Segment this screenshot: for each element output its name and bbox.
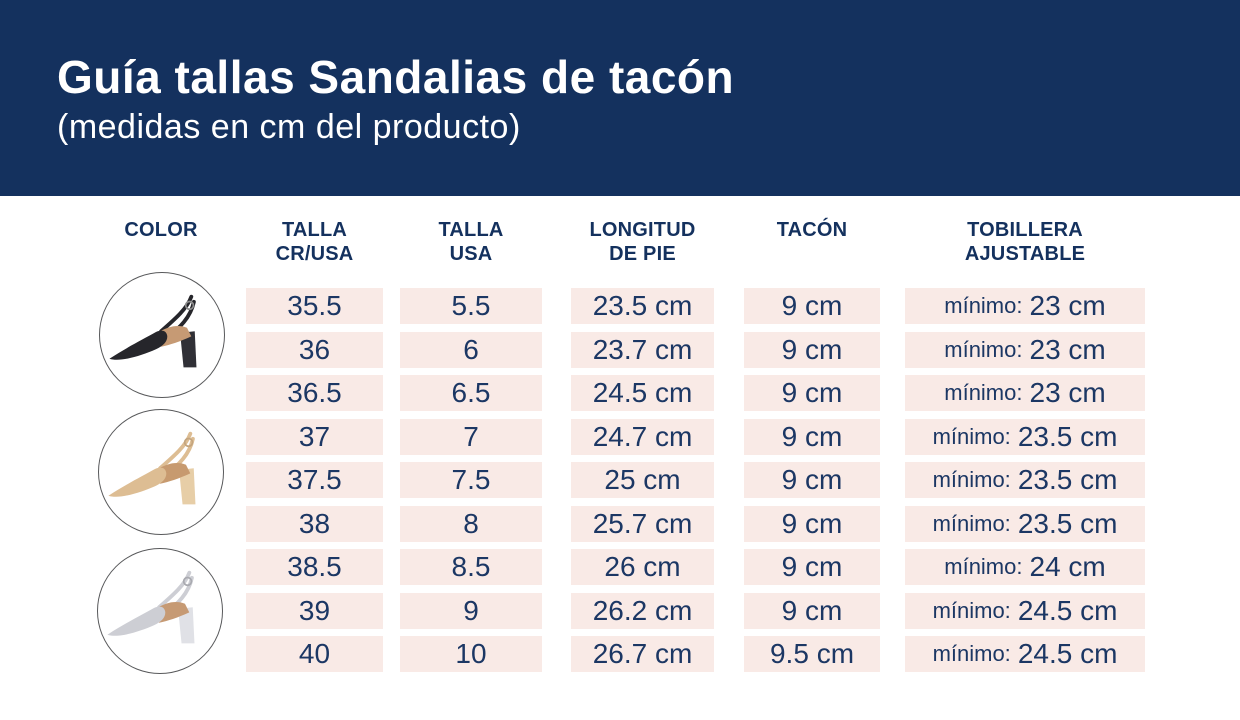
tobillera-min-label: mínimo: xyxy=(944,380,1023,405)
cell-talla-cr-usa: 37 xyxy=(246,419,383,455)
column-header-color: COLOR xyxy=(124,219,198,241)
cell-talla-cr-usa: 36 xyxy=(246,332,383,368)
cell-longitud-de-pie: 26 cm xyxy=(571,549,714,585)
cell-talla-usa: 7.5 xyxy=(400,462,542,498)
column-header-tacon: TACÓN xyxy=(776,219,848,241)
cell-longitud-de-pie: 26.2 cm xyxy=(571,593,714,629)
cell-longitud-de-pie: 24.7 cm xyxy=(571,419,714,455)
table-row: 38 8 25.7 cm 9 cm mínimo: 23.5 cm xyxy=(0,506,1240,542)
cell-tacon: 9 cm xyxy=(744,506,880,542)
cell-tacon: 9 cm xyxy=(744,288,880,324)
page-header-band: Guía tallas Sandalias de tacón (medidas … xyxy=(0,0,1240,196)
tobillera-min-value: 24.5 cm xyxy=(1017,638,1118,669)
tobillera-min-value: 23 cm xyxy=(1029,334,1106,365)
cell-tobillera-ajustable: mínimo: 23 cm xyxy=(905,375,1145,411)
cell-talla-usa: 8.5 xyxy=(400,549,542,585)
page-subtitle: (medidas en cm del producto) xyxy=(57,108,521,146)
cell-longitud-de-pie: 23.5 cm xyxy=(571,288,714,324)
cell-talla-usa: 5.5 xyxy=(400,288,542,324)
buckle-icon xyxy=(182,576,193,586)
cell-talla-cr-usa: 36.5 xyxy=(246,375,383,411)
cell-tobillera-ajustable: mínimo: 24.5 cm xyxy=(905,636,1145,672)
shoe-image-silver xyxy=(97,548,223,674)
tobillera-min-value: 23.5 cm xyxy=(1017,508,1118,539)
tobillera-min-label: mínimo: xyxy=(932,511,1011,536)
gold-heel-sandal-icon xyxy=(108,431,196,504)
tobillera-min-label: mínimo: xyxy=(932,598,1011,623)
column-header-talla-usa: TALLA USA xyxy=(438,219,504,265)
tobillera-min-label: mínimo: xyxy=(944,337,1023,362)
cell-talla-cr-usa: 39 xyxy=(246,593,383,629)
buckle-icon xyxy=(184,300,195,310)
page-title: Guía tallas Sandalias de tacón xyxy=(57,51,735,103)
black-heel-sandal-icon xyxy=(109,294,197,367)
cell-tobillera-ajustable: mínimo: 23.5 cm xyxy=(905,419,1145,455)
cell-talla-cr-usa: 38.5 xyxy=(246,549,383,585)
tobillera-min-label: mínimo: xyxy=(932,424,1011,449)
cell-talla-usa: 9 xyxy=(400,593,542,629)
column-header-talla-cr-usa: TALLA CR/USA xyxy=(275,219,354,265)
silver-heel-sandal-icon xyxy=(107,570,195,643)
cell-longitud-de-pie: 24.5 cm xyxy=(571,375,714,411)
shoe-image-black xyxy=(99,272,225,398)
table-row: 37.5 7.5 25 cm 9 cm mínimo: 23.5 cm xyxy=(0,462,1240,498)
cell-tobillera-ajustable: mínimo: 24.5 cm xyxy=(905,593,1145,629)
tobillera-min-value: 24 cm xyxy=(1029,551,1106,582)
table-row: 38.5 8.5 26 cm 9 cm mínimo: 24 cm xyxy=(0,549,1240,585)
cell-tacon: 9 cm xyxy=(744,593,880,629)
tobillera-min-value: 23 cm xyxy=(1029,290,1106,321)
table-row: 36.5 6.5 24.5 cm 9 cm mínimo: 23 cm xyxy=(0,375,1240,411)
tobillera-min-value: 23.5 cm xyxy=(1017,464,1118,495)
tobillera-min-label: mínimo: xyxy=(944,293,1023,318)
table-row: 36 6 23.7 cm 9 cm mínimo: 23 cm xyxy=(0,332,1240,368)
cell-talla-cr-usa: 40 xyxy=(246,636,383,672)
cell-longitud-de-pie: 25 cm xyxy=(571,462,714,498)
cell-longitud-de-pie: 26.7 cm xyxy=(571,636,714,672)
tobillera-min-value: 23 cm xyxy=(1029,377,1106,408)
cell-talla-usa: 10 xyxy=(400,636,542,672)
cell-tacon: 9 cm xyxy=(744,462,880,498)
table-row: 39 9 26.2 cm 9 cm mínimo: 24.5 cm xyxy=(0,593,1240,629)
cell-tacon: 9 cm xyxy=(744,332,880,368)
cell-tobillera-ajustable: mínimo: 23 cm xyxy=(905,288,1145,324)
tobillera-min-value: 23.5 cm xyxy=(1017,421,1118,452)
cell-tobillera-ajustable: mínimo: 23.5 cm xyxy=(905,506,1145,542)
cell-tacon: 9 cm xyxy=(744,549,880,585)
buckle-icon xyxy=(183,437,194,447)
tobillera-min-value: 24.5 cm xyxy=(1017,595,1118,626)
column-header-longitud-de-pie: LONGITUD DE PIE xyxy=(589,219,696,265)
cell-longitud-de-pie: 25.7 cm xyxy=(571,506,714,542)
shoe-image-gold xyxy=(98,409,224,535)
table-row: 35.5 5.5 23.5 cm 9 cm mínimo: 23 cm xyxy=(0,288,1240,324)
cell-talla-usa: 7 xyxy=(400,419,542,455)
cell-tacon: 9 cm xyxy=(744,419,880,455)
cell-tacon: 9 cm xyxy=(744,375,880,411)
cell-tobillera-ajustable: mínimo: 23.5 cm xyxy=(905,462,1145,498)
cell-talla-usa: 8 xyxy=(400,506,542,542)
tobillera-min-label: mínimo: xyxy=(944,554,1023,579)
column-header-tobillera-ajustable: TOBILLERA AJUSTABLE xyxy=(964,219,1086,265)
cell-tacon: 9.5 cm xyxy=(744,636,880,672)
cell-talla-cr-usa: 35.5 xyxy=(246,288,383,324)
tobillera-min-label: mínimo: xyxy=(932,641,1011,666)
cell-longitud-de-pie: 23.7 cm xyxy=(571,332,714,368)
cell-tobillera-ajustable: mínimo: 24 cm xyxy=(905,549,1145,585)
table-row: 40 10 26.7 cm 9.5 cm mínimo: 24.5 cm xyxy=(0,636,1240,672)
cell-tobillera-ajustable: mínimo: 23 cm xyxy=(905,332,1145,368)
table-row: 37 7 24.7 cm 9 cm mínimo: 23.5 cm xyxy=(0,419,1240,455)
cell-talla-cr-usa: 38 xyxy=(246,506,383,542)
tobillera-min-label: mínimo: xyxy=(932,467,1011,492)
cell-talla-usa: 6.5 xyxy=(400,375,542,411)
cell-talla-cr-usa: 37.5 xyxy=(246,462,383,498)
cell-talla-usa: 6 xyxy=(400,332,542,368)
